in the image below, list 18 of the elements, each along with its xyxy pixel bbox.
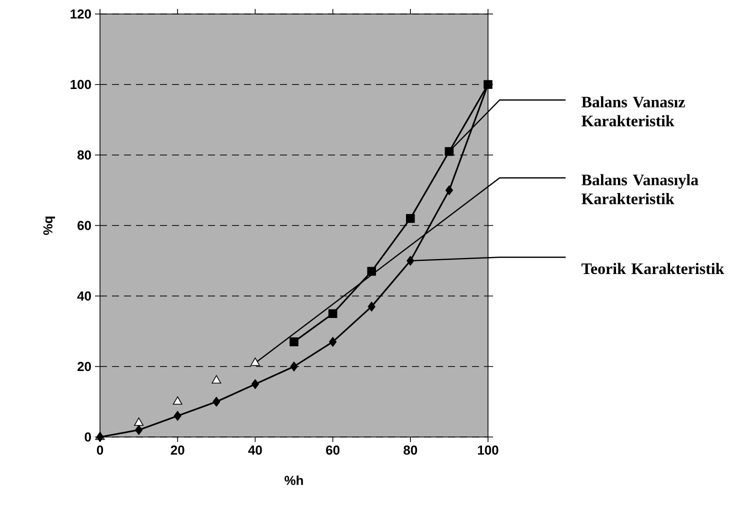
text: Balans Vanasıyla Karakteristik: [582, 174, 698, 204]
x-tick-label: 0: [96, 446, 104, 455]
x-axis-title: %h: [284, 476, 303, 486]
x-tick-label: 20: [170, 446, 184, 455]
x-tick-label: 60: [326, 446, 340, 455]
text: Balans Vanasız Karakteristik: [582, 96, 685, 126]
y-tick-label: 20: [78, 362, 91, 372]
y-tick-label: 0: [84, 432, 91, 442]
text: Teorik Karakteristik: [582, 262, 724, 274]
y-tick-label: 40: [77, 291, 91, 301]
y-tick-label: 120: [70, 9, 91, 19]
y-tick-label: 80: [77, 150, 91, 160]
y-tick-label: 100: [70, 80, 91, 90]
y-axis-title: %q: [43, 216, 56, 235]
x-tick-label: 100: [478, 446, 498, 455]
x-tick-label: 80: [404, 446, 418, 455]
y-tick-label: 60: [78, 220, 91, 230]
x-tick-label: 40: [248, 446, 262, 455]
